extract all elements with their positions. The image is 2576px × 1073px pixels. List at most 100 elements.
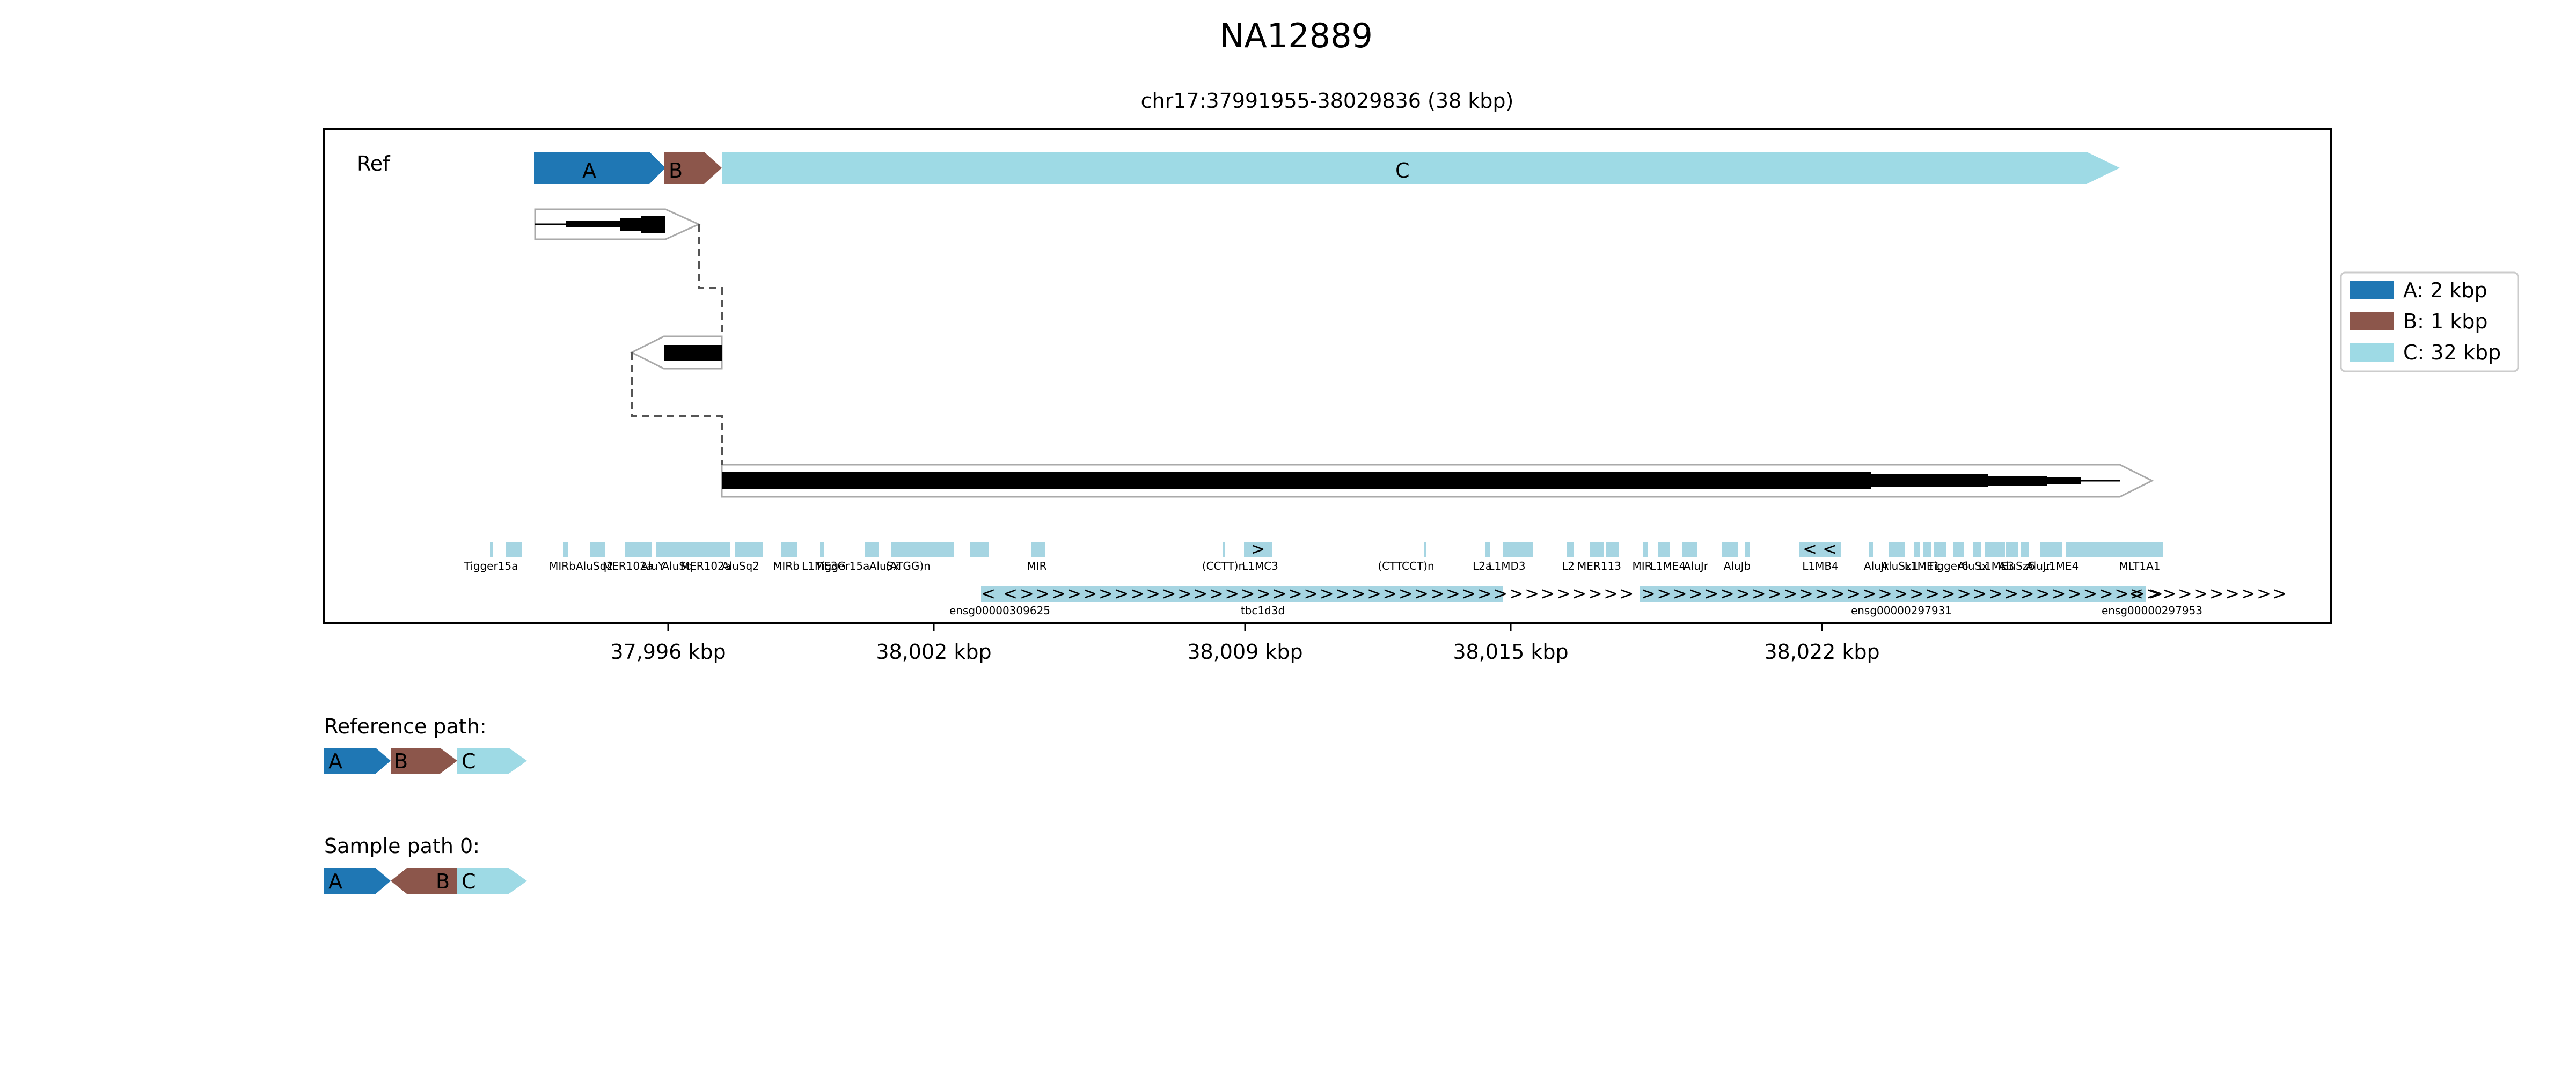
x-axis: 37,996 kbp 38,002 kbp 38,009 kbp 38,015 kbp… — [610, 623, 1880, 664]
repeat-block — [1799, 542, 1841, 557]
axis-tick-label: 37,996 kbp — [610, 640, 726, 664]
repeat-block — [1914, 542, 1920, 557]
repeat-block — [1934, 542, 1946, 557]
repeat-block — [564, 542, 568, 557]
repeat-block — [1985, 542, 2005, 557]
repeat-block — [1973, 542, 1981, 557]
segment-a-arrow — [534, 152, 665, 184]
repeat-label: AluJr — [1864, 560, 1889, 572]
repeat-label: MER113 — [1577, 560, 1621, 572]
repeat-block — [1567, 542, 1574, 557]
repeat-label: L2a — [1473, 560, 1492, 572]
repeat-label: AluJr — [1684, 560, 1709, 572]
repeat-label: Tigger6 — [1927, 560, 1968, 572]
repeat-label: MLT1A1 — [2119, 560, 2161, 572]
repeat-label: (CTTCCT)n — [1378, 560, 1434, 572]
repeat-label: L1ME1 — [1905, 560, 1940, 572]
repeat-block — [891, 542, 954, 557]
axis-tick-label: 38,002 kbp — [876, 640, 991, 664]
repeat-label: MIR — [1632, 560, 1652, 572]
repeat-block — [1031, 542, 1045, 557]
transcript-2-exon — [664, 345, 722, 361]
repeat-block — [625, 542, 652, 557]
repeat-label: MIR — [1027, 560, 1046, 572]
repeat-strand-arrow: > — [1251, 539, 1265, 559]
repeat-block — [1745, 542, 1750, 557]
gene-label-ensg00000297931: ensg00000297931 — [1851, 604, 1952, 617]
reference-path-title: Reference path: — [324, 715, 487, 738]
segment-arrows: A B C — [534, 152, 2120, 184]
axis-tick-label: 38,015 kbp — [1453, 640, 1568, 664]
gene-label-ensg00000309625: ensg00000309625 — [949, 604, 1050, 617]
gene-ensg00000309625-bar — [981, 586, 1019, 602]
repeat-label: MER102a — [680, 560, 731, 572]
repeat-label: MIRb — [773, 560, 800, 572]
sample-path-0-step-c-label: C — [462, 870, 476, 893]
legend-label-b: B: 1 kbp — [2403, 310, 2487, 333]
repeat-label: AluSz6 — [1999, 560, 2035, 572]
segment-b-arrow — [664, 152, 722, 184]
ref-track-label: Ref — [357, 152, 391, 175]
repeat-label: L1MD3 — [1488, 560, 1525, 572]
repeat-block — [1722, 542, 1738, 557]
repeat-block — [716, 542, 730, 557]
repeat-label: L1ME3G — [802, 560, 846, 572]
segment-b-label: B — [669, 159, 683, 182]
segment-c-label: C — [1395, 159, 1410, 182]
splice-connector — [698, 224, 723, 336]
sample-path-0-step-c — [457, 868, 527, 894]
transcript-1-utr — [566, 221, 620, 227]
repeat-block — [1503, 542, 1533, 557]
repeat-block — [590, 542, 605, 557]
repeat-label: AluJb — [1724, 560, 1751, 572]
sample-path-0-step-a-label: A — [328, 870, 342, 893]
legend: A: 2 kbp B: 1 kbp C: 32 kbp — [2340, 271, 2519, 372]
gene-tbc1d3d-bar — [1019, 586, 1503, 602]
transcript-3-utr — [1871, 474, 1988, 487]
figure-title: NA12889 — [1219, 16, 1373, 55]
repeat-block — [2040, 542, 2062, 557]
gene-strand-arrows: < > — [2129, 583, 2163, 604]
sample-path-0-step-b-label: B — [436, 870, 450, 893]
transcript-1-exon — [641, 216, 665, 233]
repeat-block — [1590, 542, 1604, 557]
reference-path-step-a-label: A — [328, 749, 342, 773]
repeat-block — [2006, 542, 2018, 557]
reference-path-step-c-label: C — [462, 749, 476, 773]
repeat-label: Tigger15a — [464, 560, 518, 572]
repeat-block — [506, 542, 522, 557]
reference-panel-frame — [323, 128, 2332, 624]
splice-connector — [631, 352, 723, 465]
repeat-block — [2066, 542, 2163, 557]
legend-label-c: C: 32 kbp — [2403, 341, 2501, 364]
gene-track: < < >>>>>>>>>>>>>>>>>>>>>>>>>>>>>>>>>>>>… — [949, 583, 2287, 617]
repeat-label: MER102a — [603, 560, 653, 572]
repeat-label: L1ME4 — [2043, 560, 2079, 572]
repeat-block — [970, 542, 989, 557]
repeat-label: AluSx1 — [1881, 560, 1918, 572]
axis-tick-label: 38,022 kbp — [1764, 640, 1879, 664]
repeat-label: AluJr — [2026, 560, 2051, 572]
reference-path-step-a — [324, 748, 391, 774]
repeat-label: L1ME3 — [1979, 560, 2014, 572]
repeat-label: AluSq2 — [576, 560, 613, 572]
reference-path-step-b-label: B — [394, 749, 408, 773]
gene-strand-arrows: >>>>>>>>>>>>>>>>>>>>>>>>>>>>>>>>>>>>>>> — [1020, 583, 1635, 604]
repeat-block — [1658, 542, 1670, 557]
repeat-block — [1869, 542, 1873, 557]
repeat-track: > < < Tigger15a MIRb AluSq2MER102aAluYAluS… — [464, 539, 2163, 572]
region-subtitle: chr17:37991955-38029836 (38 kbp) — [1141, 89, 1514, 113]
repeat-label: AluSx — [1958, 560, 1988, 572]
legend-swatch-c — [2350, 343, 2394, 362]
repeat-block — [1643, 542, 1648, 557]
repeat-block — [735, 542, 763, 557]
transcript-3-exon — [722, 472, 1871, 489]
repeat-block — [781, 542, 797, 557]
repeat-label: AluSx — [869, 560, 900, 572]
segment-c-arrow — [722, 152, 2120, 184]
repeat-block — [490, 542, 493, 557]
repeat-label: AluSq2 — [722, 560, 759, 572]
repeat-block — [2021, 542, 2029, 557]
sample-path-0-step-b — [391, 868, 457, 894]
